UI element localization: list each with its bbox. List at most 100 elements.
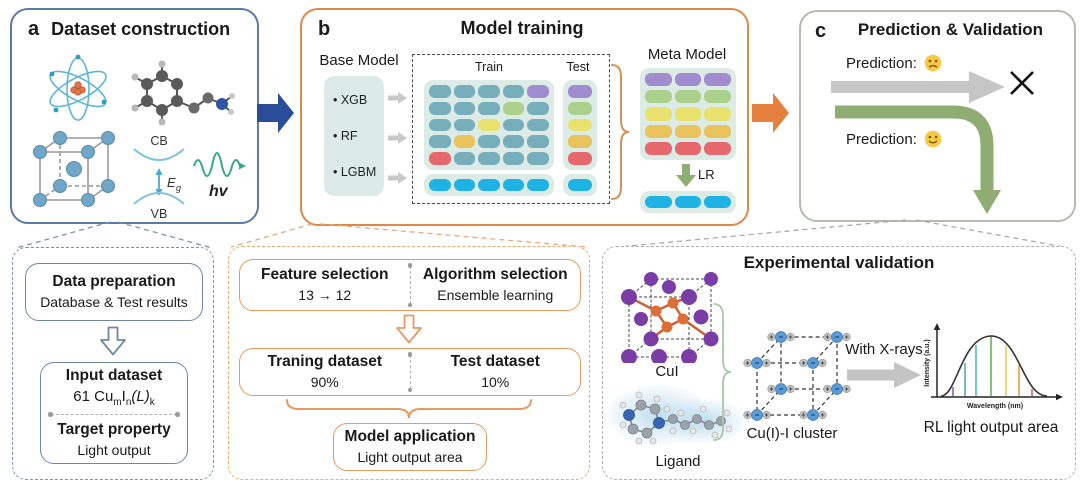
experimental-validation-box: Experimental validation bbox=[602, 246, 1076, 480]
matrix-cell bbox=[704, 107, 732, 121]
model-application-title: Model application bbox=[344, 428, 476, 446]
matrix-row bbox=[645, 141, 732, 156]
merge-brace-icon bbox=[286, 399, 532, 419]
panel-c-label: c bbox=[815, 20, 827, 42]
card-divider bbox=[48, 412, 180, 417]
spectrum-chart: Intensity (a.u.) Wavelength (nm) bbox=[924, 323, 1063, 410]
rl-output-label: RL light output area bbox=[923, 419, 1059, 436]
lr-label: LR bbox=[698, 167, 715, 182]
matrix-cell bbox=[478, 118, 500, 132]
xray-arrow-icon bbox=[847, 362, 921, 388]
matrix-row bbox=[645, 90, 732, 104]
input-dataset-card: Input dataset 61 CumIn(L)k Target proper… bbox=[40, 362, 188, 464]
down-arrow-outline-icon bbox=[396, 314, 422, 344]
molecule-icon bbox=[134, 64, 233, 122]
matrix-row bbox=[568, 152, 592, 165]
matrix-cell bbox=[645, 90, 672, 104]
test-dataset-value: 10% bbox=[481, 374, 510, 391]
xray-label: With X-rays bbox=[845, 341, 923, 358]
matrix-cell bbox=[568, 135, 592, 149]
matrix-cell bbox=[429, 101, 451, 115]
matrix-cell bbox=[453, 101, 476, 115]
matrix-cell bbox=[453, 135, 476, 149]
panel-a-label: a bbox=[28, 18, 40, 40]
target-property-title: Target property bbox=[57, 421, 171, 439]
data-preparation-box: Data preparation Database & Test results… bbox=[12, 247, 214, 480]
matrix-cell bbox=[645, 124, 672, 138]
feature-selection-value: 13 → 12 bbox=[298, 287, 352, 304]
prediction-good-label: Prediction: bbox=[846, 130, 917, 148]
train-bottom-row bbox=[424, 174, 554, 196]
ligand-molecule-icon bbox=[603, 383, 749, 447]
matrix-cell bbox=[568, 118, 592, 132]
matrix-cell bbox=[429, 135, 451, 149]
matrix-row bbox=[429, 135, 549, 149]
panel-a-title: Dataset construction bbox=[51, 19, 231, 39]
matrix-cell bbox=[645, 141, 672, 156]
matrix-row bbox=[568, 179, 592, 191]
lr-arrow-icon bbox=[676, 164, 696, 187]
feed-arrow-icon bbox=[388, 132, 407, 144]
feed-arrow-icon bbox=[388, 92, 407, 104]
meta-output-row bbox=[640, 191, 736, 213]
matrix-cell bbox=[429, 118, 451, 132]
matrix-row bbox=[645, 73, 732, 87]
meta-matrix bbox=[640, 68, 736, 160]
dataset-icons-illustration: CB E g VB hv bbox=[33, 54, 246, 220]
data-preparation-card: Data preparation Database & Test results bbox=[25, 263, 203, 321]
matrix-row bbox=[429, 118, 549, 132]
train-test-frame bbox=[412, 54, 610, 204]
band-diagram-icon: CB E g VB bbox=[133, 134, 185, 220]
matrix-cell bbox=[453, 179, 476, 191]
matrix-row bbox=[568, 85, 592, 98]
matrix-row bbox=[429, 152, 549, 165]
molecule-atoms bbox=[131, 60, 235, 126]
model-item-xgb: • XGB bbox=[333, 93, 368, 107]
matrix-cell bbox=[704, 196, 732, 208]
matrix-cell bbox=[568, 152, 592, 165]
matrix-cell bbox=[527, 152, 549, 165]
meta-model-label: Meta Model bbox=[647, 46, 727, 63]
matrix-cell bbox=[704, 141, 732, 156]
happy-face-icon bbox=[924, 130, 942, 148]
train-label: Train bbox=[474, 60, 503, 74]
experimental-title: Experimental validation bbox=[743, 253, 935, 272]
model-application-card: Model application Light output area bbox=[333, 423, 487, 471]
panel-c-title: Prediction & Validation bbox=[857, 20, 1044, 39]
matrix-cell bbox=[674, 141, 702, 156]
panel-b-title: Model training bbox=[460, 18, 584, 38]
matrix-cell bbox=[429, 85, 451, 98]
pipeline-box: Feature selection 13 → 12 Algorithm sele… bbox=[228, 246, 590, 480]
matrix-cell bbox=[478, 179, 500, 191]
matrix-cell bbox=[704, 73, 732, 87]
combine-brace-icon bbox=[713, 303, 732, 441]
eg-sub-label: g bbox=[176, 183, 181, 193]
matrix-row bbox=[429, 85, 549, 98]
panel-prediction-validation: c Prediction & Validation Prediction: Pr… bbox=[799, 10, 1076, 222]
train-matrix bbox=[424, 80, 554, 170]
arrow-a-to-b-icon bbox=[257, 93, 294, 133]
hv-label: hv bbox=[209, 183, 229, 200]
target-property-value: Light output bbox=[77, 442, 151, 459]
card-divider bbox=[407, 263, 412, 307]
input-dataset-title: Input dataset bbox=[65, 366, 163, 384]
model-application-value: Light output area bbox=[357, 449, 463, 466]
matrix-row bbox=[568, 101, 592, 115]
cui-label: CuI bbox=[655, 363, 679, 380]
cui-crystal-icon bbox=[621, 272, 719, 363]
correct-prediction-arrow-icon bbox=[835, 105, 1001, 214]
spectrum-y-axis-label: Intensity (a.u.) bbox=[924, 339, 931, 386]
cross-mark-icon bbox=[1010, 71, 1034, 95]
panel-dataset-construction: a Dataset construction bbox=[10, 8, 259, 224]
matrix-row bbox=[645, 196, 732, 208]
matrix-cell bbox=[674, 90, 702, 104]
split-card: Traning dataset 90% Test dataset 10% bbox=[239, 348, 581, 396]
matrix-row bbox=[568, 118, 592, 132]
training-dataset-title: Traning dataset bbox=[267, 353, 383, 371]
feed-arrow-icon bbox=[388, 172, 407, 184]
matrix-cell bbox=[453, 85, 476, 98]
matrix-row bbox=[429, 101, 549, 115]
panel-b-label: b bbox=[318, 18, 331, 40]
data-preparation-title: Data preparation bbox=[52, 273, 176, 291]
